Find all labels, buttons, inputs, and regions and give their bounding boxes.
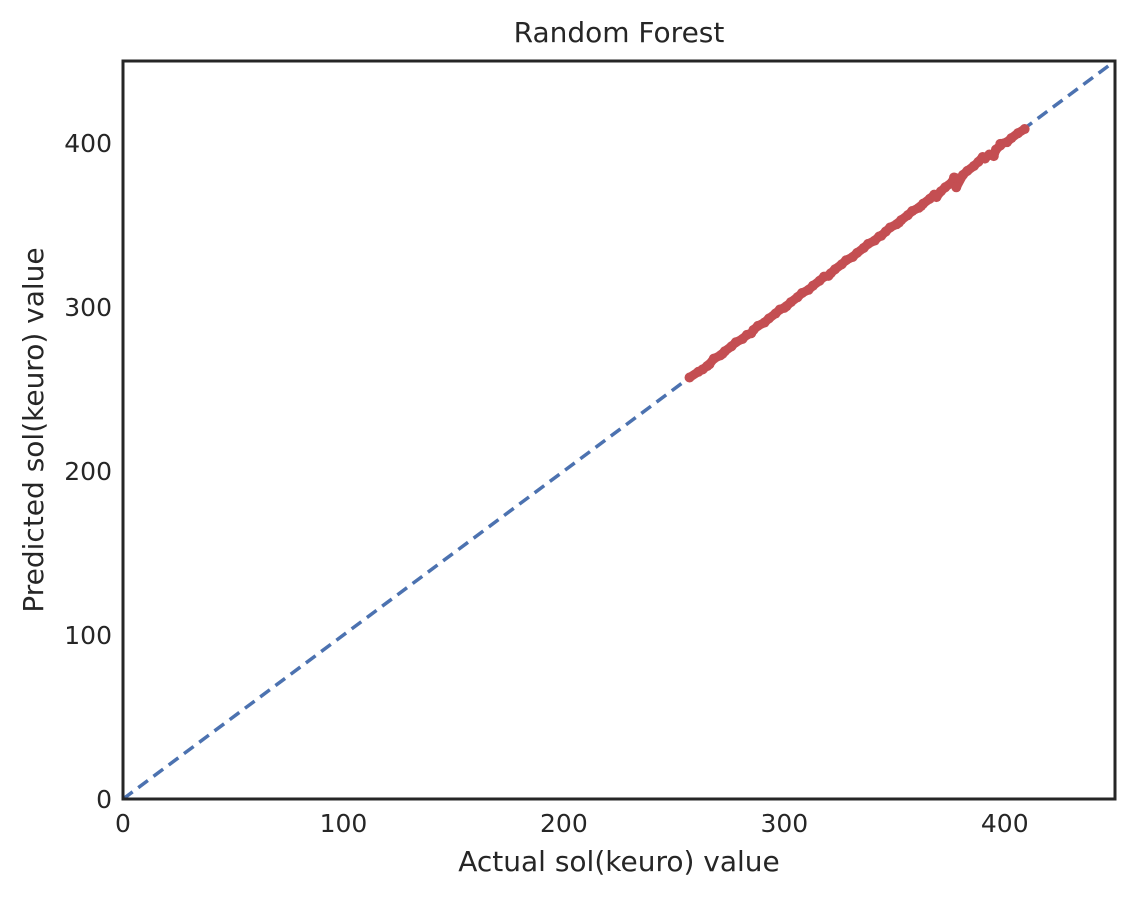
scatter-point (876, 230, 887, 241)
scatter-point (931, 192, 942, 203)
scatter-point (893, 217, 904, 228)
scatter-point (977, 151, 988, 162)
scatter-point (702, 361, 713, 372)
y-tick-labels: 0 100 200 300 400 (64, 129, 112, 814)
x-axis-label: Actual sol(keuro) value (458, 845, 780, 878)
scatter-point (746, 328, 757, 339)
x-tick-label: 100 (320, 809, 368, 838)
scatter-point (951, 182, 962, 193)
scatter-point (684, 372, 695, 383)
y-tick-label: 400 (64, 129, 112, 158)
y-tick-label: 0 (96, 785, 112, 814)
x-tick-label: 0 (115, 809, 131, 838)
scatter-point (988, 151, 999, 162)
scatter-point (823, 270, 834, 281)
y-tick-label: 100 (64, 621, 112, 650)
x-tick-label: 300 (760, 809, 808, 838)
scatter-point (949, 172, 960, 183)
scatter-points-layer (684, 124, 1030, 383)
x-tick-labels: 0 100 200 300 400 (115, 809, 1029, 838)
scatter-point (916, 201, 927, 212)
scatter-point (717, 348, 728, 359)
y-tick-label: 200 (64, 457, 112, 486)
y-tick-label: 300 (64, 293, 112, 322)
scatter-point (779, 302, 790, 313)
y-axis-label: Predicted sol(keuro) value (17, 247, 50, 612)
scatter-point (995, 138, 1006, 149)
chart-title: Random Forest (514, 16, 725, 49)
plot-frame (121, 59, 1117, 801)
x-tick-label: 200 (540, 809, 588, 838)
scatter-point (1019, 124, 1030, 135)
x-tick-label: 400 (981, 809, 1029, 838)
